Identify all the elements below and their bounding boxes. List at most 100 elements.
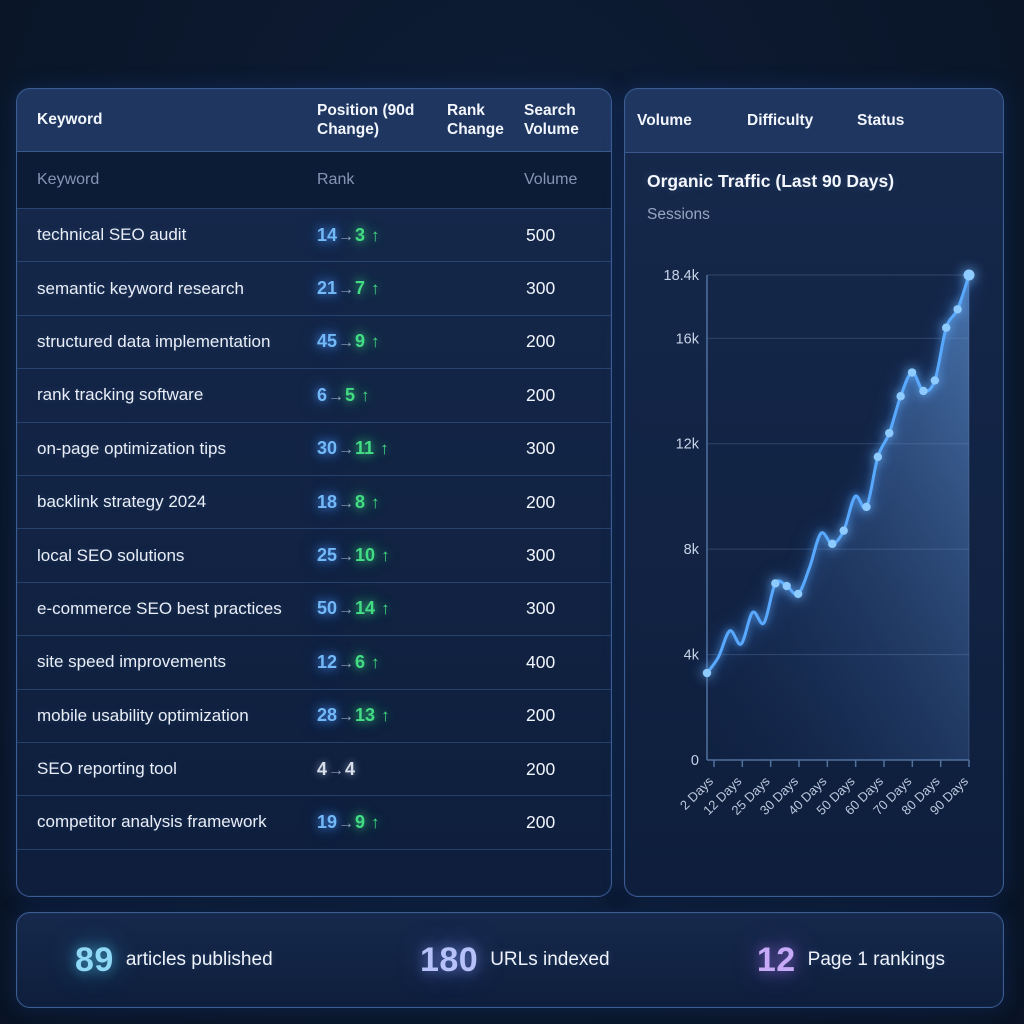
rank-to: 10 [355, 545, 376, 566]
keyword-label: competitor analysis framework [37, 812, 267, 832]
volume-value: 300 [526, 545, 556, 566]
rank-change-cell: 6→5 ↑ [317, 385, 447, 406]
subheader-rank: Rank [317, 171, 355, 188]
column-header-position: Position (90d Change) [317, 101, 415, 138]
svg-text:12k: 12k [676, 437, 700, 453]
svg-text:8k: 8k [684, 542, 700, 558]
rank-to: 9 [355, 331, 366, 352]
table-body: technical SEO audit 14→3 ↑ 500 semantic keyw… [17, 209, 611, 850]
table-row[interactable]: SEO reporting tool 4→4 200 [17, 743, 611, 797]
arrow-right-icon: → [338, 494, 355, 512]
column-header-rank-change: Rank Change [447, 101, 504, 138]
rank-to: 9 [355, 811, 366, 832]
keyword-label: semantic keyword research [37, 278, 244, 298]
arrow-right-icon: → [338, 708, 355, 726]
up-arrow-icon: ↑ [371, 812, 380, 832]
rank-from: 19 [317, 811, 338, 832]
volume-value: 200 [526, 811, 556, 832]
table-row[interactable]: mobile usability optimization 28→13 ↑ 200 [17, 690, 611, 743]
subheader-keyword: Keyword [37, 171, 100, 188]
volume-value: 300 [526, 438, 556, 459]
rank-to: 7 [355, 278, 366, 299]
rank-to: 6 [355, 651, 366, 672]
rank-change-cell: 28→13 ↑ [317, 705, 447, 726]
keyword-label: backlink strategy 2024 [37, 492, 207, 512]
table-row[interactable]: rank tracking software 6→5 ↑ 200 [17, 369, 611, 423]
volume-value: 300 [526, 598, 556, 619]
up-arrow-icon: ↑ [371, 279, 380, 299]
up-arrow-icon: ↑ [381, 546, 390, 566]
arrow-right-icon: → [338, 601, 355, 619]
rank-from: 50 [317, 598, 338, 619]
table-row[interactable]: technical SEO audit 14→3 ↑ 500 [17, 209, 611, 263]
rank-from: 18 [317, 491, 338, 512]
metrics-header-row: Volume Difficulty Status [625, 89, 1003, 153]
table-row[interactable]: local SEO solutions 25→10 ↑ 300 [17, 529, 611, 583]
table-row[interactable]: competitor analysis framework 19→9 ↑ 200 [17, 796, 611, 850]
rank-from: 45 [317, 331, 338, 352]
column-header-keyword: Keyword [37, 111, 103, 129]
rank-change-cell: 4→4 [317, 759, 447, 780]
arrow-right-icon: → [338, 654, 355, 672]
keyword-label: technical SEO audit [37, 225, 187, 245]
arrow-right-icon: → [328, 761, 345, 779]
rank-from: 25 [317, 545, 338, 566]
keyword-label: on-page optimization tips [37, 438, 227, 458]
volume-value: 200 [526, 705, 556, 726]
column-header-volume: Volume [637, 111, 692, 129]
arrow-right-icon: → [338, 441, 355, 459]
rank-to: 3 [355, 224, 366, 245]
rank-from: 30 [317, 438, 338, 459]
rank-to: 5 [345, 384, 356, 405]
table-row[interactable]: semantic keyword research 21→7 ↑ 300 [17, 262, 611, 316]
volume-value: 500 [526, 224, 556, 245]
keyword-label: site speed improvements [37, 652, 226, 672]
keyword-label: rank tracking software [37, 385, 204, 405]
stat-urls-indexed: 180 URLs indexed [420, 941, 610, 980]
up-arrow-icon: ↑ [381, 599, 390, 619]
column-header-search-volume: Search Volume [524, 101, 579, 138]
stat-value: 180 [419, 940, 479, 979]
arrow-right-icon: → [338, 334, 355, 352]
up-arrow-icon: ↑ [371, 225, 380, 245]
rank-to: 8 [355, 491, 366, 512]
stat-articles-published: 89 articles published [75, 941, 273, 980]
up-arrow-icon: ↑ [361, 385, 370, 405]
svg-text:0: 0 [691, 753, 699, 769]
table-row[interactable]: backlink strategy 2024 18→8 ↑ 200 [17, 476, 611, 530]
chart-title: Organic Traffic (Last 90 Days) [647, 171, 895, 191]
stat-value: 12 [756, 940, 796, 979]
svg-text:16k: 16k [676, 331, 700, 347]
summary-stats-bar: 89 articles published 180 URLs indexed 1… [16, 912, 1004, 1008]
rank-from: 6 [317, 384, 328, 405]
table-subheader-row: Keyword Rank Volume [17, 152, 611, 209]
table-row[interactable]: e-commerce SEO best practices 50→14 ↑ 300 [17, 583, 611, 637]
keyword-label: SEO reporting tool [37, 759, 177, 779]
rank-to: 4 [345, 758, 356, 779]
up-arrow-icon: ↑ [371, 492, 380, 512]
traffic-chart-panel: Volume Difficulty Status Organic Traffic… [624, 88, 1004, 897]
column-header-status: Status [857, 111, 905, 129]
table-row[interactable]: site speed improvements 12→6 ↑ 400 [17, 636, 611, 690]
subheader-volume: Volume [524, 171, 578, 188]
stat-label: articles published [125, 949, 273, 970]
volume-value: 200 [526, 384, 556, 405]
arrow-right-icon: → [338, 548, 355, 566]
arrow-right-icon: → [338, 814, 355, 832]
rank-to: 14 [355, 598, 376, 619]
volume-value: 200 [526, 491, 556, 512]
stat-page1-rankings: 12 Page 1 rankings [757, 941, 945, 980]
svg-text:4k: 4k [684, 648, 700, 664]
rank-to: 11 [355, 438, 375, 459]
volume-value: 300 [526, 278, 556, 299]
chart-block: Organic Traffic (Last 90 Days) Sessions … [625, 153, 1003, 826]
up-arrow-icon: ↑ [371, 652, 380, 672]
rank-change-cell: 25→10 ↑ [317, 545, 447, 566]
up-arrow-icon: ↑ [371, 332, 380, 352]
table-row[interactable]: on-page optimization tips 30→11 ↑ 300 [17, 423, 611, 476]
table-row[interactable]: structured data implementation 45→9 ↑ 200 [17, 316, 611, 370]
rank-from: 28 [317, 705, 338, 726]
rank-change-cell: 12→6 ↑ [317, 652, 447, 673]
